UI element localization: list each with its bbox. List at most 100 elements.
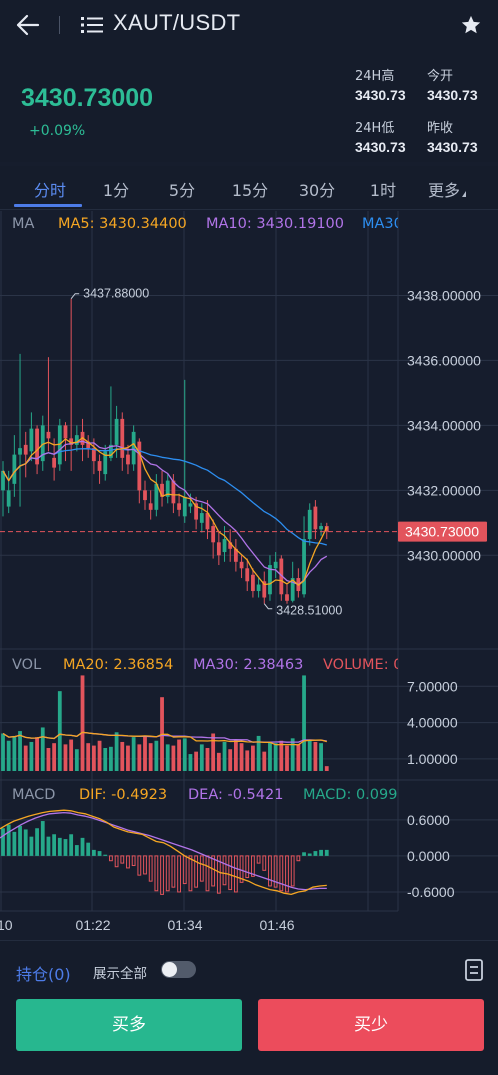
volume-bar (205, 748, 210, 771)
stat-value: 3430.73 (355, 87, 406, 103)
macd-histogram-bar (63, 839, 68, 856)
time-axis-label: 01:22 (75, 917, 110, 933)
macd-histogram-bar (46, 836, 51, 856)
vol-ma20-label: MA20: 2.36854 (63, 657, 174, 673)
sell-short-button[interactable]: 买少 (258, 999, 484, 1051)
ma5-label: MA5: 3430.34400 (58, 216, 187, 232)
stat-prev-close: 昨收 3430.73 (427, 120, 478, 156)
document-icon[interactable] (464, 958, 484, 982)
candle-body (211, 526, 216, 543)
main-indicator-label[interactable]: MA (12, 216, 35, 232)
tab-more-label: 更多 (428, 181, 461, 200)
macd-histogram-bar (239, 855, 244, 883)
macd-indicator-label[interactable]: MACD (12, 787, 56, 803)
volume-bar (324, 766, 329, 771)
macd-histogram-bar (160, 855, 164, 895)
macd-histogram-bar (279, 855, 284, 892)
high-marker-pointer (70, 293, 80, 300)
macd-histogram-bar (143, 855, 147, 875)
buy-long-button[interactable]: 买多 (16, 999, 242, 1051)
macd-histogram-bar (109, 855, 113, 862)
list-menu-icon[interactable] (80, 14, 104, 36)
stat-label: 24H低 (355, 121, 395, 136)
volume-bar (52, 743, 57, 771)
candle-body (137, 441, 142, 491)
macd-histogram-bar (296, 855, 301, 862)
volume-bar (46, 748, 51, 771)
ma30-line (2, 448, 327, 546)
volume-indicator-label[interactable]: VOL (12, 657, 42, 673)
macd-histogram-bar (6, 824, 11, 856)
volume-bar (23, 745, 28, 771)
vol-ma30-label: MA30: 2.38463 (193, 657, 304, 673)
macd-histogram-bar (302, 852, 306, 856)
stat-label: 今开 (427, 69, 454, 84)
macd-histogram-bar (211, 855, 216, 887)
candle-body (154, 483, 159, 510)
volume-axis-label: 4.00000 (407, 715, 458, 731)
tab-30min[interactable]: 30分 (298, 181, 336, 200)
stat-24h-low: 24H低 3430.73 (355, 120, 406, 156)
volume-bar (143, 735, 147, 771)
volume-bar (268, 741, 272, 771)
volume-bar (109, 746, 113, 771)
positions-tab[interactable]: 持仓(0) (16, 965, 71, 984)
back-arrow-icon[interactable] (14, 11, 42, 39)
price-axis-label: 3436.00000 (407, 352, 481, 368)
macd-histogram-bar (313, 851, 318, 856)
macd-histogram-bar (290, 855, 295, 887)
time-axis-label: 01:46 (259, 917, 294, 933)
star-icon[interactable] (460, 14, 482, 36)
interval-tabs: 分时 1分 5分 15分 30分 1时 更多 (0, 166, 498, 210)
macd-dea-label: DEA: -0.5421 (188, 787, 284, 803)
volume-bar (256, 735, 261, 771)
volume-bar (245, 750, 250, 771)
volume-bar (40, 727, 45, 771)
volume-ma20-line (2, 731, 327, 746)
macd-axis-label: 0.6000 (407, 812, 450, 828)
macd-histogram-bar (233, 855, 238, 893)
candle-body (194, 503, 199, 520)
volume-bar (63, 744, 68, 771)
show-all-toggle[interactable] (161, 961, 196, 978)
ma30-label: MA30: 3430.16300 (362, 216, 398, 232)
volume-bar (285, 745, 289, 771)
tab-1hour[interactable]: 1时 (369, 181, 397, 200)
kline-chart[interactable]: 3438.00000 3436.00000 3434.00000 3432.00000… (0, 211, 498, 939)
volume-bar (211, 733, 216, 771)
tab-more[interactable]: 更多 (428, 177, 480, 201)
macd-histogram-bar (228, 855, 233, 891)
candle-body (268, 565, 272, 595)
chart-canvas[interactable]: 3438.00000 3436.00000 3434.00000 3432.00000… (0, 211, 498, 939)
stat-value: 3430.73 (427, 139, 478, 155)
volume-bar (194, 751, 199, 771)
volume-bar (296, 744, 301, 771)
tab-1min[interactable]: 1分 (102, 181, 130, 200)
candle-body (228, 542, 233, 549)
low-marker-pointer (263, 603, 273, 610)
candle-body (109, 444, 113, 458)
ma10-line (2, 440, 328, 586)
volume-bar (182, 738, 187, 771)
ma5-line (2, 437, 328, 586)
stat-value: 3430.73 (355, 139, 406, 155)
macd-histogram-bar (154, 855, 159, 892)
tab-timeshare[interactable]: 分时 (33, 181, 66, 200)
pair-title[interactable]: XAUT/USDT (113, 10, 241, 35)
price-axis-label: 3432.00000 (407, 482, 481, 498)
macd-dif-line (0, 809, 327, 896)
candle-body (205, 513, 210, 530)
volume-bar (97, 740, 102, 771)
macd-histogram-bar (251, 855, 255, 877)
volume-bar (171, 745, 176, 771)
tab-15min[interactable]: 15分 (231, 181, 269, 200)
stat-value: 3430.73 (427, 87, 478, 103)
tab-5min[interactable]: 5分 (168, 181, 196, 200)
macd-axis-label: 0.0000 (407, 848, 450, 864)
macd-histogram-bar (23, 829, 28, 856)
macd-histogram-bar (86, 842, 91, 856)
candle-body (199, 513, 204, 523)
macd-histogram-bar (256, 855, 261, 864)
candle-body (171, 480, 176, 504)
volume-value-clip: VOLUME: 0.40000 (323, 657, 398, 673)
